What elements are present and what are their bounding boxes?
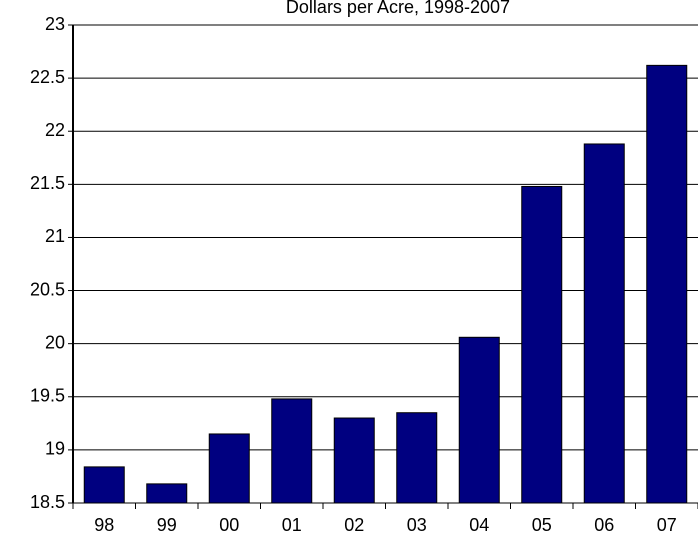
y-tick-label: 23 [45,14,65,34]
x-tick-label: 99 [157,515,177,535]
x-tick-label: 05 [532,515,552,535]
bar [208,433,250,504]
y-tick-label: 18.5 [30,492,65,512]
x-tick-label: 01 [282,515,302,535]
y-tick-label: 19.5 [30,386,65,406]
bar [646,64,688,504]
x-tick-label: 06 [594,515,614,535]
y-tick-label: 21.5 [30,173,65,193]
bar [396,412,438,504]
x-tick-label: 04 [469,515,489,535]
chart-title: Dollars per Acre, 1998-2007 [286,0,510,17]
x-tick-label: 00 [219,515,239,535]
bar [271,398,313,504]
x-tick-label: 02 [344,515,364,535]
y-tick-label: 20.5 [30,279,65,299]
bar [83,466,125,504]
bar [458,336,500,504]
bar [333,417,375,504]
bar [521,185,563,504]
y-tick-label: 21 [45,226,65,246]
y-tick-label: 20 [45,332,65,352]
bar [146,483,188,504]
y-tick-label: 22.5 [30,67,65,87]
x-tick-label: 98 [94,515,114,535]
y-tick-label: 19 [45,439,65,459]
x-tick-label: 07 [657,515,677,535]
y-tick-label: 22 [45,120,65,140]
bar [583,143,625,504]
x-tick-label: 03 [407,515,427,535]
